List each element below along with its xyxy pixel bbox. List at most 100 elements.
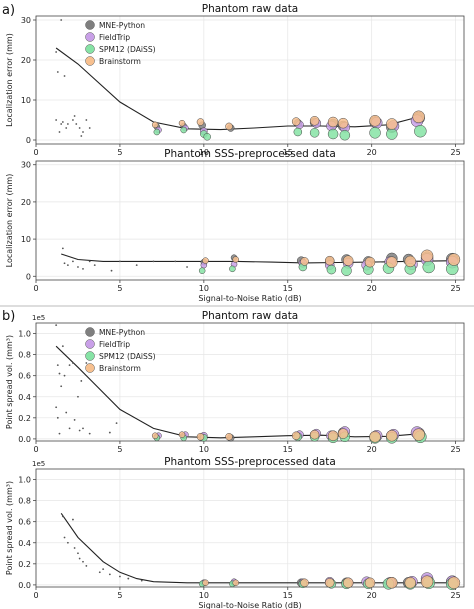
data-point [309, 116, 320, 126]
y-scale-label: 1e5 [32, 314, 45, 322]
fit-line [55, 47, 423, 131]
data-point [225, 122, 233, 131]
data-point [108, 431, 111, 434]
y-tick-label: 0.4 [18, 393, 31, 402]
fit-line [55, 345, 423, 439]
data-point [55, 406, 58, 409]
data-point [152, 260, 155, 263]
series-brainstorm [151, 428, 425, 443]
data-point [404, 255, 417, 268]
data-point [77, 552, 79, 555]
data-point [85, 119, 88, 121]
data-point [72, 362, 74, 364]
x-tick-label: 0 [33, 148, 38, 157]
data-point [68, 427, 71, 430]
chart-title: Phantom SSS-preprocessed data [164, 148, 336, 160]
data-point [73, 115, 76, 117]
data-point [72, 119, 74, 121]
y-axis-label: Point spread vol. (mm³) [5, 335, 14, 429]
x-tick-label: 25 [451, 284, 461, 293]
data-point [119, 260, 121, 263]
series-spm12-daiss- [153, 124, 427, 141]
y-tick-label: 10 [21, 235, 31, 244]
x-tick-label: 5 [117, 591, 122, 600]
data-point [153, 128, 161, 136]
y-tick-label: 0.0 [18, 435, 31, 444]
data-point [88, 260, 91, 263]
data-point [364, 256, 376, 268]
data-point [85, 565, 88, 567]
data-point [447, 576, 461, 590]
x-tick-label: 5 [117, 445, 122, 454]
legend-label: FieldTrip [99, 33, 130, 42]
data-point [60, 19, 63, 21]
data-point [291, 431, 301, 440]
data-point [300, 257, 309, 266]
x-tick-label: 15 [283, 445, 293, 454]
legend: MNE-Python FieldTrip SPM12 (DAiSS) Brainsto… [85, 327, 156, 373]
data-point [73, 419, 76, 421]
y-tick-label: 30 [21, 161, 31, 170]
y-tick-label: 0.2 [18, 414, 31, 423]
data-point [61, 515, 64, 518]
subplot-1: 0 5 10 15 20 25 0 10 20 30 Phantom SSS-preprocesse… [5, 148, 465, 303]
x-tick-label: 10 [199, 445, 209, 454]
data-point [108, 573, 111, 576]
series-raw-points [61, 515, 143, 582]
legend-marker [85, 363, 95, 373]
data-point [386, 429, 398, 442]
data-point [225, 433, 233, 441]
data-point [186, 266, 188, 268]
x-tick-label: 15 [283, 591, 293, 600]
data-point [151, 121, 159, 129]
y-tick-label: 0.0 [18, 581, 31, 590]
panel-label-b: b) [2, 309, 15, 324]
data-point [386, 128, 398, 140]
y-tick-label: 0.6 [18, 372, 31, 381]
data-point [180, 126, 187, 134]
data-point [56, 364, 59, 367]
series-brainstorm [202, 575, 461, 590]
legend-label: FieldTrip [99, 340, 130, 349]
data-point [229, 265, 236, 273]
x-tick-label: 0 [33, 445, 38, 454]
data-point [203, 133, 211, 141]
data-point [82, 131, 84, 133]
legend-marker [85, 56, 95, 66]
data-point [196, 118, 205, 126]
x-tick-label: 0 [33, 284, 38, 293]
data-point [58, 432, 61, 435]
data-point [56, 416, 59, 419]
data-point [61, 247, 64, 250]
data-point [93, 264, 96, 267]
data-point [66, 123, 69, 125]
y-tick-label: 10 [21, 96, 31, 105]
legend-marker [85, 351, 95, 361]
data-point [60, 385, 63, 388]
data-point [327, 430, 339, 441]
data-point [77, 266, 79, 268]
data-point [75, 123, 78, 125]
data-point [110, 269, 113, 272]
data-point [198, 267, 206, 274]
x-tick-label: 15 [283, 148, 293, 157]
data-point [414, 124, 427, 138]
data-point [337, 117, 349, 129]
y-tick-label: 20 [21, 56, 31, 65]
series-mne-python [153, 111, 425, 133]
series-brainstorm [202, 249, 461, 268]
y-axis-label: Localization error (mm) [5, 33, 14, 127]
legend-marker [85, 44, 95, 54]
y-scale-label: 1e5 [32, 460, 45, 468]
data-point [342, 577, 354, 589]
y-axis-label: Point spread vol. (mm³) [5, 481, 14, 575]
panel-label-a: a) [2, 3, 15, 18]
data-point [65, 127, 68, 129]
data-point [386, 118, 398, 130]
data-point [55, 324, 58, 327]
data-point [80, 135, 83, 137]
legend-marker [85, 20, 95, 30]
series-raw-points [61, 247, 188, 272]
data-point [78, 557, 81, 560]
